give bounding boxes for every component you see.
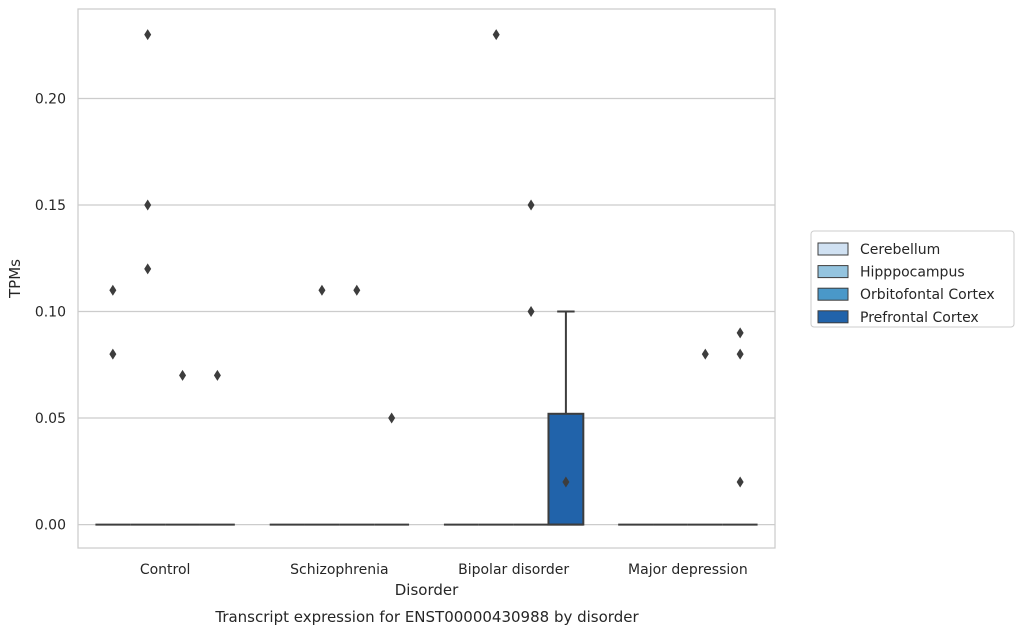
- outlier-point: [527, 306, 535, 318]
- outlier-point: [562, 476, 570, 488]
- legend-swatch: [817, 242, 849, 256]
- legend-swatch: [817, 310, 849, 324]
- legend-label: Cerebellum: [860, 242, 940, 258]
- x-tick-label: Control: [140, 562, 191, 578]
- outlier-point: [736, 476, 744, 488]
- outlier-point: [736, 348, 744, 360]
- outlier-point: [527, 199, 535, 211]
- x-axis-title: Disorder: [395, 581, 459, 599]
- outlier-point: [388, 412, 396, 424]
- outlier-point: [213, 369, 221, 381]
- outlier-point: [736, 327, 744, 339]
- y-tick-label: 0.10: [35, 305, 66, 321]
- legend-label: Prefrontal Cortex: [860, 310, 979, 326]
- outlier-point: [353, 284, 361, 296]
- legend-swatch: [817, 287, 849, 301]
- outlier-layer: [109, 29, 744, 488]
- chart-caption: Transcript expression for ENST0000043098…: [214, 608, 639, 626]
- outlier-point: [701, 348, 709, 360]
- outlier-point: [109, 348, 117, 360]
- x-tick-labels: Control Schizophrenia Bipolar disorder Majo…: [140, 562, 748, 578]
- y-tick-label: 0.05: [35, 411, 66, 427]
- legend-frame: [810, 230, 1015, 328]
- x-tick-label: Major depression: [628, 562, 748, 578]
- outlier-point: [318, 284, 326, 296]
- outlier-point: [492, 29, 500, 41]
- legend: Cerebellum Hipppocampus Orbitofontal Corte…: [810, 230, 1015, 328]
- outlier-point: [144, 199, 152, 211]
- box-layer: [95, 310, 758, 526]
- x-tick-label: Bipolar disorder: [458, 562, 569, 578]
- outlier-point: [144, 29, 152, 41]
- y-tick-label: 0.00: [35, 518, 66, 534]
- box-body: [547, 412, 585, 526]
- plot-frame: [77, 8, 776, 549]
- outlier-point: [179, 369, 187, 381]
- outlier-point: [109, 284, 117, 296]
- y-tick-labels: 0.00 0.05 0.10 0.15 0.20: [35, 91, 66, 533]
- outlier-point: [144, 263, 152, 275]
- x-tick-label: Schizophrenia: [290, 562, 388, 578]
- box-prefrontal-cortex: [547, 310, 585, 526]
- legend-swatch: [817, 265, 849, 279]
- y-tick-label: 0.15: [35, 198, 66, 214]
- y-axis-title: TPMs: [6, 259, 24, 299]
- legend-label: Hipppocampus: [860, 265, 965, 281]
- y-tick-label: 0.20: [35, 91, 66, 107]
- legend-label: Orbitofontal Cortex: [860, 287, 995, 303]
